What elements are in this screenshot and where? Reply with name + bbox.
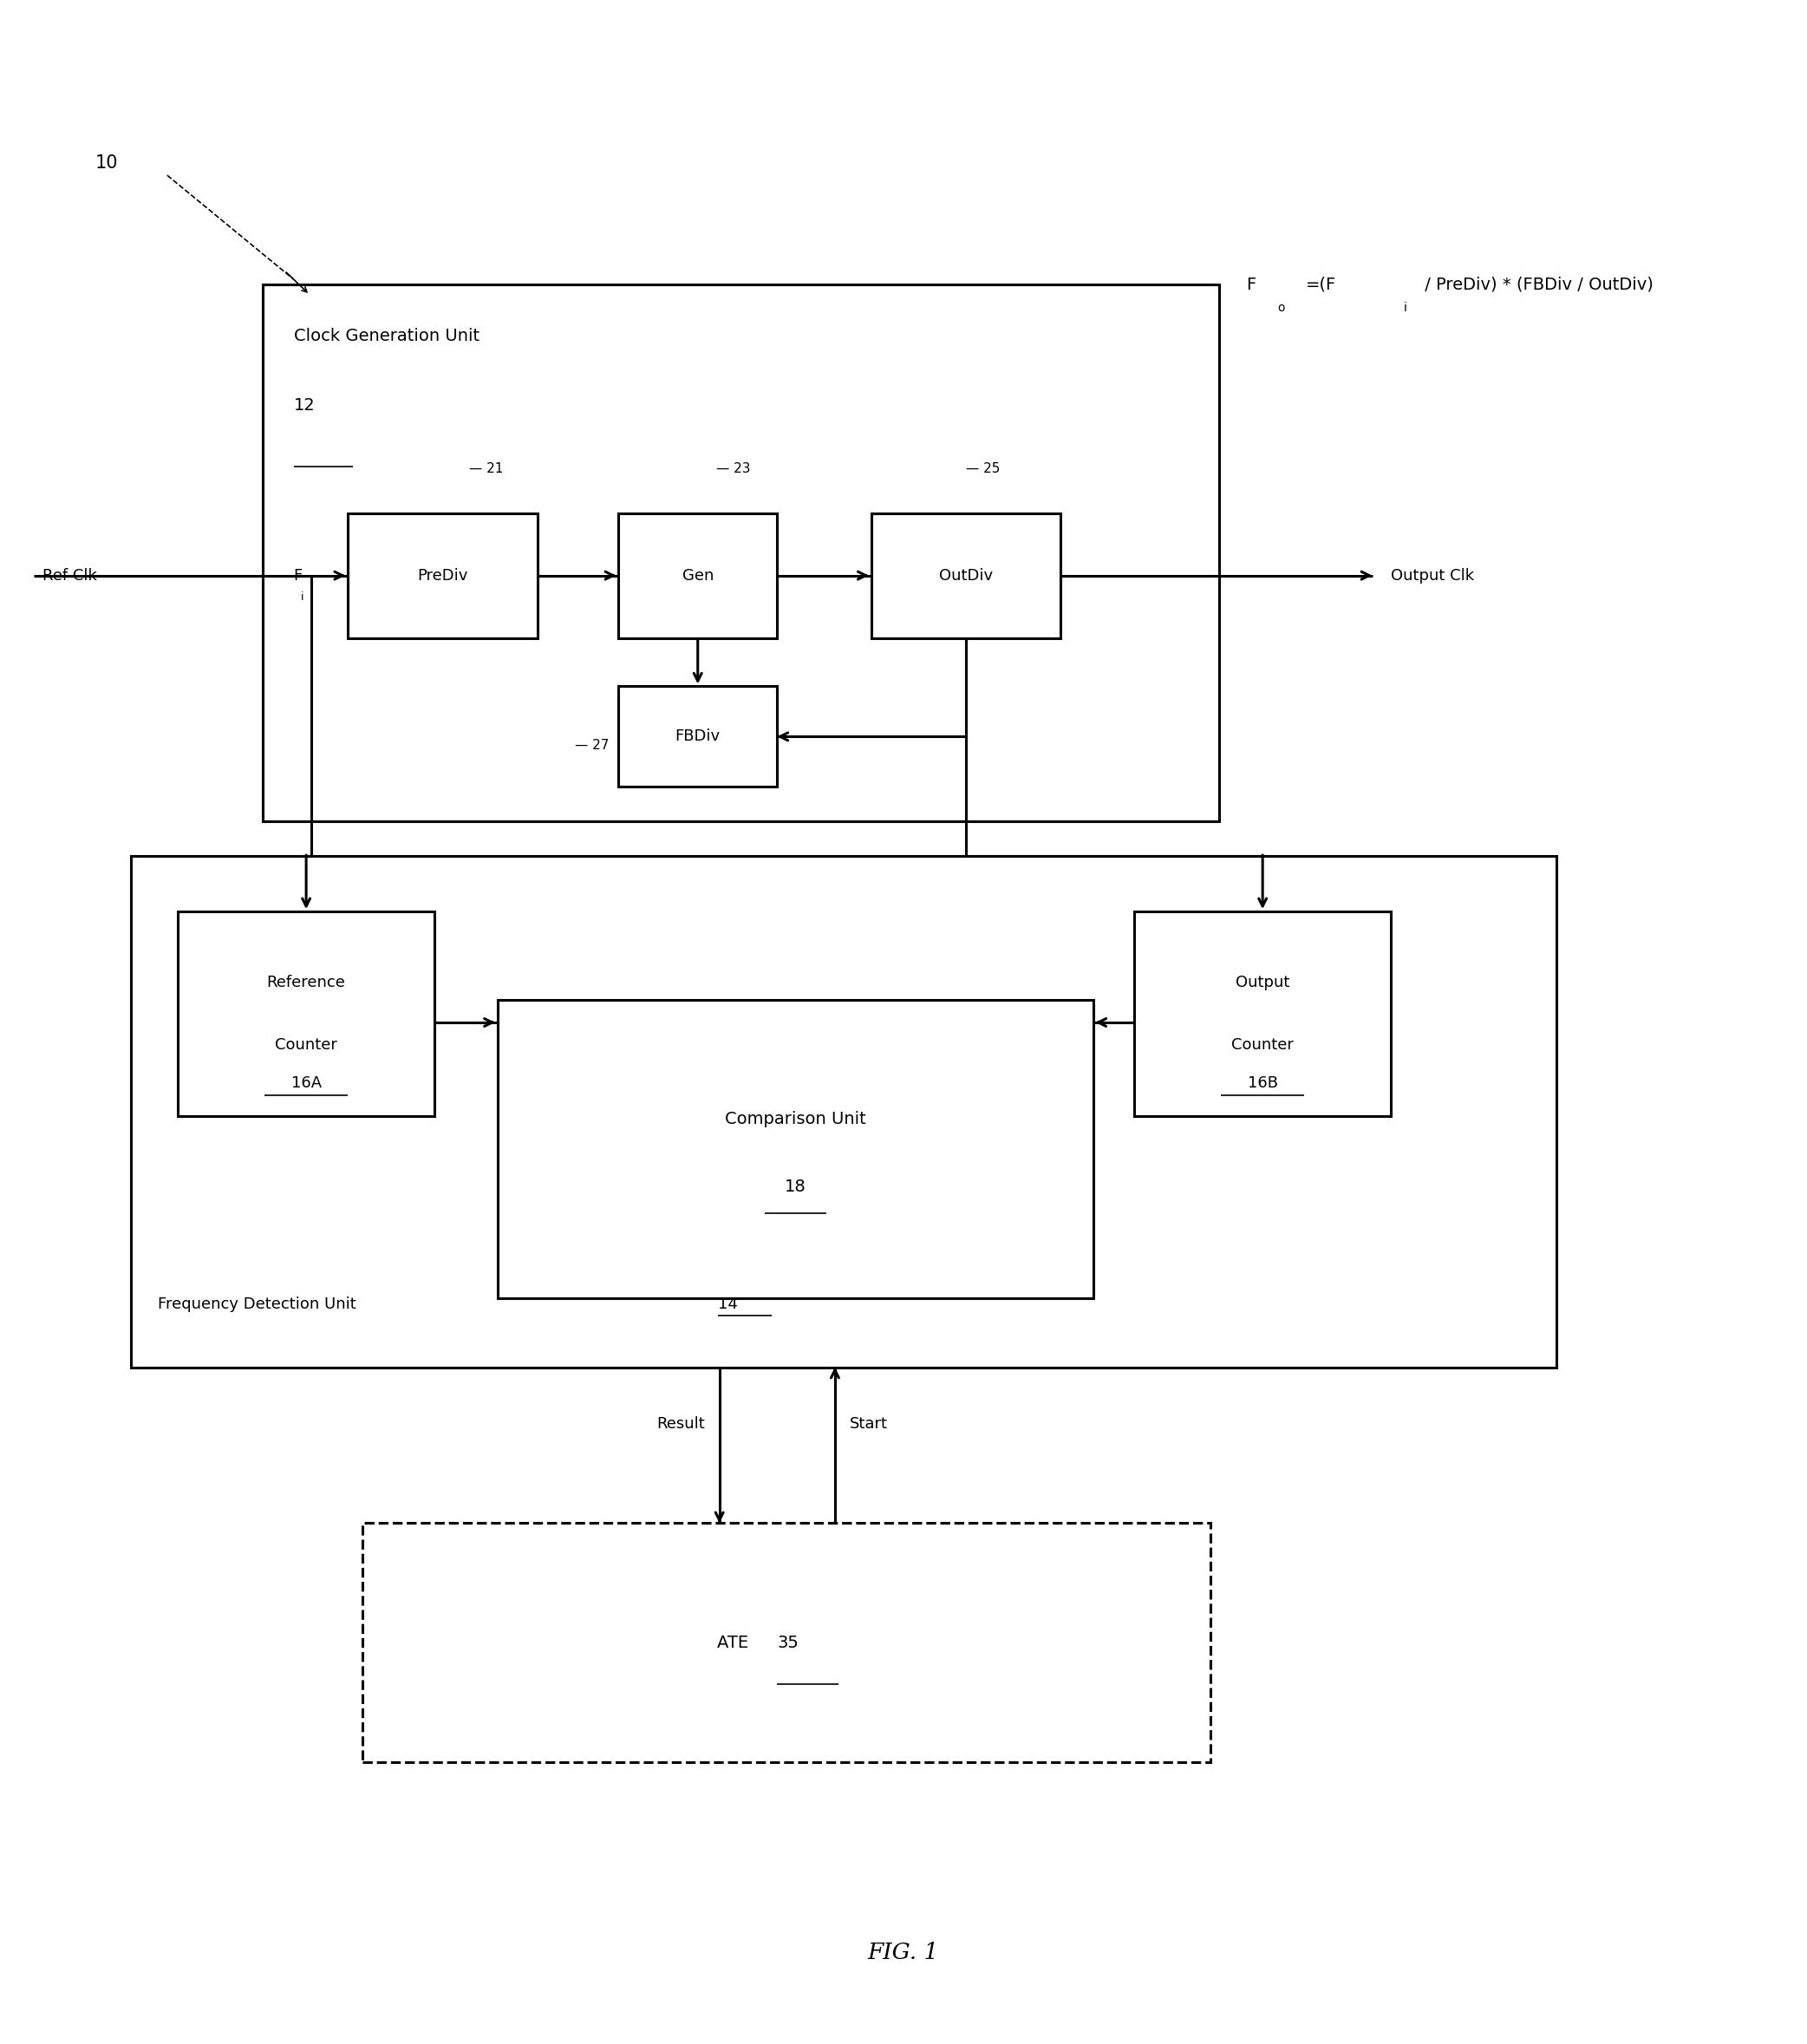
Text: Reference: Reference [267, 975, 345, 991]
Text: — 27: — 27 [575, 738, 609, 752]
Text: i: i [300, 591, 304, 603]
Text: 10: 10 [96, 155, 117, 172]
Bar [871, 513, 1061, 638]
Text: Output: Output [1236, 975, 1290, 991]
Text: — 23: — 23 [716, 462, 750, 474]
Text: o: o [1278, 303, 1285, 315]
Text: i: i [1404, 303, 1406, 315]
Text: 18: 18 [784, 1179, 806, 1196]
Bar [262, 284, 1220, 822]
Text: Gen: Gen [681, 568, 714, 583]
Text: Frequency Detection Unit: Frequency Detection Unit [159, 1296, 361, 1312]
Text: F: F [295, 568, 302, 583]
Bar [618, 513, 777, 638]
Bar [361, 1523, 1211, 1762]
Text: — 21: — 21 [470, 462, 504, 474]
Text: Counter: Counter [275, 1036, 338, 1053]
Bar [497, 1000, 1093, 1298]
Text: 35: 35 [777, 1635, 799, 1652]
Text: 16A: 16A [291, 1075, 322, 1091]
Text: OutDiv: OutDiv [940, 568, 992, 583]
Text: Start: Start [849, 1416, 887, 1433]
Text: FBDiv: FBDiv [676, 730, 721, 744]
Text: 12: 12 [293, 397, 314, 413]
Text: Result: Result [656, 1416, 705, 1433]
Text: F: F [1247, 276, 1256, 292]
Text: Ref Clk: Ref Clk [43, 568, 98, 583]
Bar [347, 513, 537, 638]
Bar [179, 912, 434, 1116]
Text: Comparison Unit: Comparison Unit [725, 1112, 866, 1128]
Text: =(F: =(F [1306, 276, 1337, 292]
Text: 14: 14 [717, 1296, 737, 1312]
Text: Clock Generation Unit: Clock Generation Unit [293, 327, 479, 343]
Bar [1135, 912, 1391, 1116]
Text: / PreDiv) * (FBDiv / OutDiv): / PreDiv) * (FBDiv / OutDiv) [1420, 276, 1653, 292]
Text: ATE: ATE [717, 1635, 754, 1652]
Text: Output Clk: Output Clk [1391, 568, 1475, 583]
Text: PreDiv: PreDiv [417, 568, 468, 583]
Text: FIG. 1: FIG. 1 [867, 1942, 940, 1964]
Bar [132, 856, 1558, 1367]
Text: 16B: 16B [1247, 1075, 1278, 1091]
Text: — 25: — 25 [965, 462, 999, 474]
Text: Counter: Counter [1231, 1036, 1294, 1053]
Bar [618, 687, 777, 787]
